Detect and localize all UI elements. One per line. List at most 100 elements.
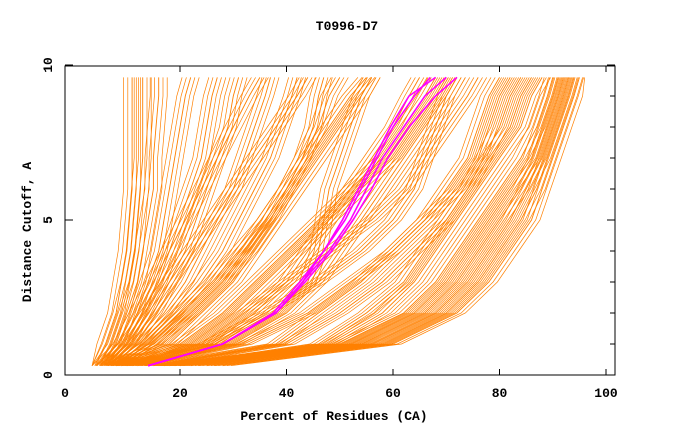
series-line-echo bbox=[155, 77, 534, 367]
series-line-echo bbox=[202, 77, 571, 367]
series-line-echo bbox=[218, 77, 576, 367]
series-line-echo bbox=[112, 77, 439, 367]
series-line-right-8 bbox=[158, 77, 522, 367]
x-tick-label: 100 bbox=[594, 386, 618, 401]
series-line-echo bbox=[129, 77, 456, 367]
series-line-echo bbox=[91, 77, 151, 366]
series-line-echo bbox=[128, 77, 502, 367]
series-line-middle-12 bbox=[121, 77, 447, 367]
axes: 0 20 40 60 80 100 0 5 10 bbox=[41, 57, 618, 401]
series-line-echo bbox=[129, 77, 333, 366]
series-line-echo bbox=[184, 77, 569, 367]
series-line-echo bbox=[130, 77, 483, 367]
y-tick-label: 10 bbox=[41, 57, 56, 73]
series-line-echo bbox=[157, 77, 558, 367]
series-line-echo bbox=[91, 77, 135, 366]
series-line-echo bbox=[136, 77, 377, 367]
x-tick-label: 60 bbox=[385, 386, 401, 401]
series-line-echo bbox=[102, 77, 141, 366]
series-line-echo bbox=[106, 77, 235, 366]
series-line-echo bbox=[168, 77, 547, 367]
series-line-echo bbox=[102, 77, 231, 366]
series-line-left-27 bbox=[115, 77, 298, 367]
series-line-middle-16 bbox=[115, 77, 373, 367]
series-line-echo bbox=[160, 77, 550, 367]
series-line-echo bbox=[175, 77, 560, 367]
series-line-left-21 bbox=[99, 77, 144, 366]
series-line-echo bbox=[111, 77, 432, 367]
highlight-line-35 bbox=[147, 76, 458, 367]
series-line-echo bbox=[125, 77, 462, 367]
series-line-echo bbox=[112, 77, 449, 367]
series-line-echo bbox=[95, 77, 155, 366]
series-line-echo bbox=[133, 77, 507, 367]
series-line-echo bbox=[120, 77, 302, 366]
series-line-echo bbox=[122, 77, 475, 367]
series-line-echo bbox=[135, 77, 488, 367]
series-line-echo bbox=[124, 77, 381, 367]
series-line-echo bbox=[91, 77, 124, 366]
series-line-right-3 bbox=[190, 77, 570, 367]
series-line-echo bbox=[226, 77, 584, 367]
series-line-echo bbox=[96, 77, 210, 366]
x-tick-label: 20 bbox=[172, 386, 188, 401]
series-line-echo bbox=[172, 77, 551, 367]
series-line-echo bbox=[109, 77, 313, 366]
series-line-echo bbox=[149, 77, 549, 367]
series-line-echo bbox=[106, 77, 267, 366]
series-line-echo bbox=[133, 77, 453, 367]
y-tick-label: 0 bbox=[41, 371, 56, 379]
series-line-echo bbox=[107, 77, 428, 367]
series-line-right-1 bbox=[169, 77, 559, 367]
series-line-echo bbox=[171, 77, 556, 367]
series-line-left-30 bbox=[105, 77, 309, 367]
x-tick-label: 80 bbox=[492, 386, 508, 401]
series-line-echo bbox=[113, 77, 317, 366]
series-line-echo bbox=[95, 77, 256, 366]
series-line-echo bbox=[141, 77, 515, 367]
series-line-echo bbox=[194, 77, 574, 367]
series-line-echo bbox=[111, 77, 294, 366]
series-line-echo bbox=[102, 77, 263, 366]
series-line-echo bbox=[154, 77, 517, 367]
series-line-echo bbox=[162, 77, 526, 367]
series-line-echo bbox=[167, 77, 530, 367]
series-line-echo bbox=[198, 77, 566, 367]
series-line-echo bbox=[173, 77, 563, 367]
series-line-echo bbox=[104, 77, 148, 366]
series-line-echo bbox=[91, 77, 129, 366]
series-line-echo bbox=[100, 77, 214, 366]
series-line-middle-18 bbox=[121, 77, 458, 367]
series-line-echo bbox=[182, 77, 561, 367]
x-axis-label: Percent of Residues (CA) bbox=[240, 409, 427, 424]
series-line-echo bbox=[124, 77, 445, 367]
series-line-echo bbox=[104, 77, 265, 366]
series-line-echo bbox=[159, 77, 539, 367]
series-line-middle-15 bbox=[126, 77, 479, 367]
series-line-echo bbox=[188, 77, 573, 367]
series-line-echo bbox=[177, 77, 567, 367]
series-line-echo bbox=[118, 77, 471, 367]
series-line-echo bbox=[186, 77, 565, 367]
series-lines bbox=[91, 76, 586, 367]
series-line-echo bbox=[231, 77, 586, 367]
series-line-middle-19 bbox=[137, 77, 511, 367]
series-line-echo bbox=[117, 77, 453, 367]
series-line-left-29 bbox=[121, 77, 325, 367]
series-line-right-5 bbox=[222, 77, 580, 367]
series-line-echo bbox=[140, 77, 381, 367]
series-line-right-6 bbox=[163, 77, 543, 367]
series-line-right-2 bbox=[179, 77, 564, 367]
series-line-echo bbox=[145, 77, 520, 367]
series-line-echo bbox=[120, 77, 441, 367]
series-line-echo bbox=[215, 77, 583, 367]
series-line-left-20 bbox=[94, 77, 133, 366]
series-line-echo bbox=[107, 77, 332, 366]
series-line-echo bbox=[108, 77, 152, 366]
series-line-echo bbox=[125, 77, 451, 367]
series-line-echo bbox=[210, 77, 579, 367]
series-line-echo bbox=[120, 77, 377, 367]
series-line-echo bbox=[199, 77, 578, 367]
series-line-echo bbox=[107, 77, 289, 366]
